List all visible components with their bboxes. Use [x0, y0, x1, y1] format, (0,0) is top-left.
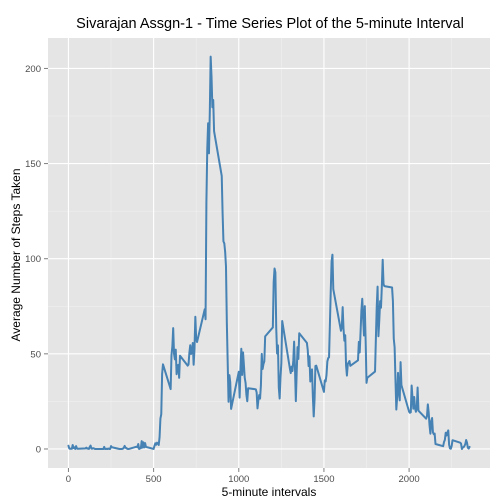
grid-minor: [48, 38, 490, 468]
y-axis: 0 50 100 150 200: [25, 64, 48, 455]
x-tick-label: 1500: [313, 474, 334, 485]
series-layer: [67, 55, 471, 450]
x-axis: 0 500 1000 1500 2000: [66, 468, 420, 485]
x-tick-label: 2000: [399, 474, 420, 485]
x-tick-label: 500: [146, 474, 162, 485]
x-axis-label: 5-minute intervals: [222, 485, 317, 499]
y-tick-label: 0: [36, 444, 41, 455]
x-tick-label: 1000: [228, 474, 249, 485]
y-axis-label: Average Number of Steps Taken: [9, 169, 23, 342]
y-tick-label: 150: [25, 159, 41, 170]
y-tick-label: 200: [25, 64, 41, 75]
plot-panel: [48, 38, 490, 468]
chart-title: Sivarajan Assgn-1 - Time Series Plot of …: [76, 16, 464, 32]
grid-major: [48, 38, 490, 468]
y-tick-label: 50: [30, 349, 41, 360]
x-tick-label: 0: [66, 474, 71, 485]
series-line: [67, 55, 471, 450]
y-tick-label: 100: [25, 254, 41, 265]
